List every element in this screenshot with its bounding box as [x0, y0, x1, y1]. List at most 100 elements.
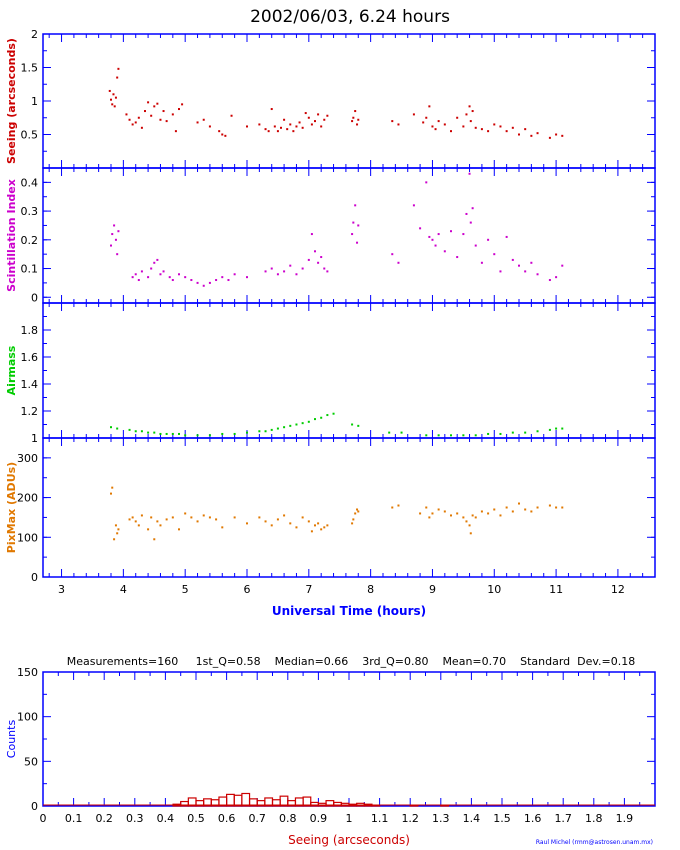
y-tick-label: 200 — [17, 492, 38, 505]
x-tick-label: 1.4 — [463, 812, 481, 825]
data-point — [273, 125, 276, 128]
data-point — [156, 258, 159, 261]
x-tick-label: 1.6 — [524, 812, 542, 825]
data-point — [555, 506, 558, 509]
data-point — [295, 125, 298, 128]
data-point — [307, 520, 310, 523]
data-point — [162, 270, 165, 273]
data-point — [159, 273, 162, 276]
data-point — [536, 273, 539, 276]
data-point — [351, 423, 354, 426]
data-point — [320, 416, 323, 419]
x-tick-label: 0.1 — [65, 812, 83, 825]
data-point — [276, 273, 279, 276]
data-point — [397, 504, 400, 507]
data-point — [215, 518, 218, 521]
data-point — [388, 431, 391, 434]
data-point — [356, 241, 359, 244]
data-point — [505, 506, 508, 509]
data-point — [168, 276, 171, 279]
data-point — [434, 128, 437, 131]
data-point — [462, 516, 465, 519]
y-tick-label: 100 — [17, 531, 38, 544]
x-tick-label: 8 — [367, 583, 374, 596]
data-point — [131, 516, 134, 519]
data-point — [283, 270, 286, 273]
data-point — [292, 130, 295, 133]
data-point — [428, 105, 431, 108]
data-point — [555, 427, 558, 430]
y-tick-label: 50 — [24, 755, 38, 768]
data-point — [518, 264, 520, 267]
x-tick-label: 1.3 — [432, 812, 450, 825]
y-tick-label: 1.2 — [21, 405, 39, 418]
data-point — [352, 116, 355, 119]
data-point — [468, 105, 471, 108]
data-point — [110, 98, 112, 101]
data-point — [310, 530, 313, 533]
y-tick-label: 2 — [31, 28, 38, 41]
data-point — [301, 126, 304, 129]
data-point — [536, 430, 539, 433]
y-tick-label: 0.2 — [21, 234, 39, 247]
data-point — [310, 123, 313, 126]
data-point — [499, 432, 502, 435]
data-point — [289, 123, 292, 126]
data-point — [246, 125, 248, 128]
data-point — [147, 101, 150, 104]
data-point — [147, 528, 150, 531]
x-tick-label: 0 — [40, 812, 47, 825]
data-point — [505, 130, 508, 133]
x-tick-label: 1.7 — [554, 812, 572, 825]
data-point — [208, 434, 211, 437]
y-tick-label: 300 — [17, 452, 38, 465]
data-point — [493, 123, 496, 126]
data-point — [134, 520, 137, 523]
data-point — [116, 532, 119, 535]
data-point — [357, 224, 360, 227]
data-point — [428, 516, 431, 519]
data-point — [391, 253, 394, 256]
data-point — [147, 431, 150, 434]
data-point — [178, 528, 180, 531]
y-tick-label: 1 — [31, 95, 38, 108]
data-point — [202, 514, 205, 517]
data-point — [289, 264, 292, 267]
data-point — [301, 267, 304, 270]
data-point — [354, 110, 357, 113]
data-point — [147, 276, 150, 279]
data-point — [391, 120, 394, 123]
data-point — [536, 506, 539, 509]
y-tick-label: 0 — [31, 291, 38, 304]
data-point — [548, 504, 551, 507]
data-point — [221, 133, 224, 136]
x-tick-label: 12 — [611, 583, 625, 596]
data-point — [499, 270, 502, 273]
data-point — [412, 113, 415, 116]
data-point — [153, 105, 156, 108]
data-point — [184, 276, 187, 279]
data-point — [283, 426, 286, 429]
data-point — [113, 105, 116, 108]
data-point — [356, 123, 359, 126]
data-point — [165, 518, 168, 521]
data-point — [270, 428, 273, 431]
data-point — [171, 113, 174, 116]
data-point — [171, 279, 174, 282]
data-point — [425, 181, 428, 184]
data-point — [196, 281, 199, 284]
data-point — [258, 430, 261, 433]
data-point — [137, 279, 140, 282]
data-point — [159, 118, 162, 121]
data-point — [422, 121, 425, 124]
data-point — [397, 261, 400, 264]
data-point — [354, 204, 357, 207]
x-tick-label: 1.2 — [401, 812, 419, 825]
data-point — [178, 432, 180, 435]
data-point — [425, 434, 428, 437]
data-point — [114, 96, 117, 99]
data-point — [134, 430, 137, 433]
y-tick-label: 1 — [31, 432, 38, 445]
data-point — [298, 121, 301, 124]
data-point — [320, 256, 323, 259]
